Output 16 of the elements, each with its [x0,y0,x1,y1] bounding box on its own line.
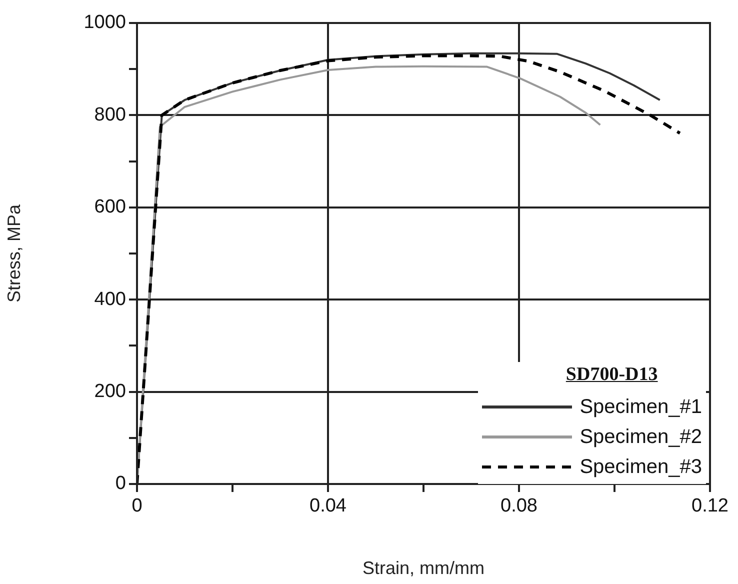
x-axis-title: Strain, mm/mm [362,558,485,578]
legend-label: Specimen_#3 [580,456,702,478]
legend-label: Specimen_#2 [580,426,702,448]
x-tick-label: 0.04 [310,496,347,517]
y-tick-label: 0 [115,473,126,494]
y-tick-label: 800 [94,104,126,126]
x-tick-label: 0.08 [500,496,538,517]
legend-label: Specimen_#1 [580,396,702,418]
y-tick-label: 400 [94,288,126,310]
y-tick-label: 200 [94,381,126,402]
y-tick-label: 1000 [84,12,126,34]
legend-title: SD700-D13 [564,364,659,386]
x-tick-label: 0.12 [692,496,728,517]
y-axis-title: Stress, MPa [4,204,24,303]
y-tick-label: 600 [94,196,126,218]
x-tick-label: 0 [132,496,142,517]
